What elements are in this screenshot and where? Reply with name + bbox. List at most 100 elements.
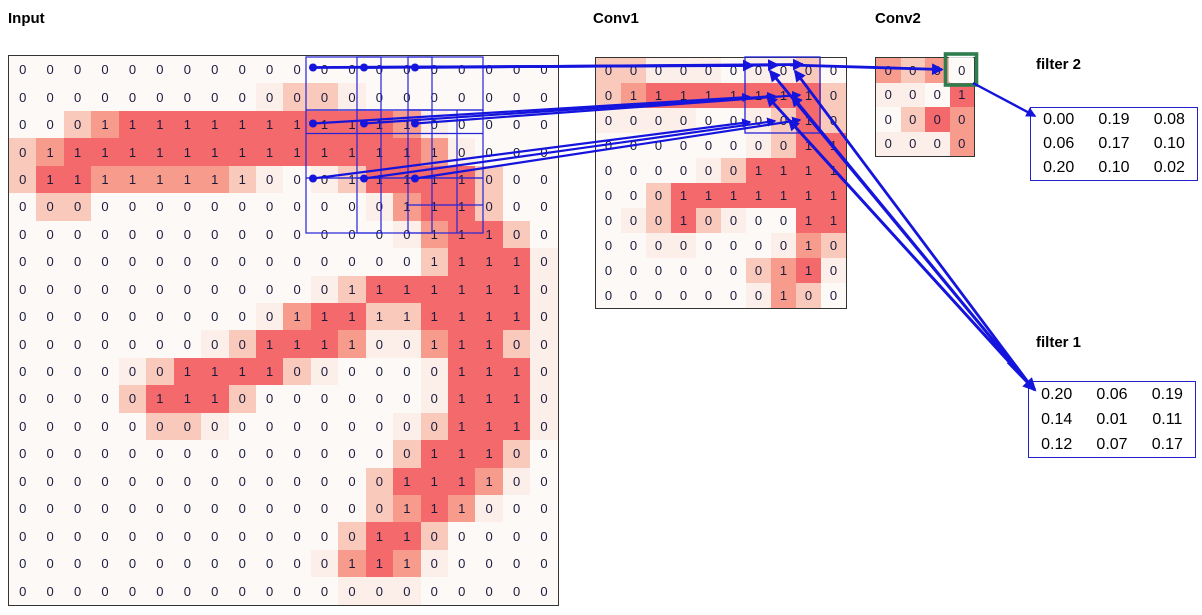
input-cell: 1 xyxy=(283,302,311,331)
conv1-cell: 1 xyxy=(796,158,821,183)
input-cell: 0 xyxy=(310,193,339,221)
input-cell: 0 xyxy=(146,412,174,441)
input-cell: 0 xyxy=(201,302,229,331)
filter2-value: 0.20 xyxy=(1043,159,1075,176)
conv2-cell: 0 xyxy=(876,131,901,156)
input-cell: 0 xyxy=(118,522,147,550)
conv1-cell: 1 xyxy=(796,133,821,158)
input-cell: 0 xyxy=(91,193,119,221)
conv1-cell: 0 xyxy=(596,208,621,233)
input-cell: 0 xyxy=(255,412,284,441)
input-cell: 0 xyxy=(36,220,64,249)
input-cell: 0 xyxy=(475,522,503,550)
conv1-cell: 1 xyxy=(771,158,796,183)
input-cell: 0 xyxy=(146,275,174,303)
input-cell: 0 xyxy=(173,549,202,578)
input-cell: 1 xyxy=(502,385,531,413)
input-cell: 0 xyxy=(9,330,37,358)
conv1-cell: 0 xyxy=(646,258,671,283)
conv1-cell: 0 xyxy=(796,283,821,308)
input-cell: 0 xyxy=(475,165,503,194)
input-cell: 1 xyxy=(475,275,503,303)
input-cell: 1 xyxy=(63,138,92,166)
conv2-cell: 0 xyxy=(876,107,901,132)
input-cell: 0 xyxy=(201,467,229,495)
conv1-cell: 1 xyxy=(771,83,796,108)
input-cell: 0 xyxy=(502,56,531,84)
input-cell: 0 xyxy=(63,522,92,550)
input-cell: 0 xyxy=(365,56,394,84)
input-cell: 0 xyxy=(338,577,366,605)
input-cell: 0 xyxy=(283,467,311,495)
input-cell: 1 xyxy=(365,522,394,550)
input-cell: 0 xyxy=(365,495,394,523)
conv1-cell: 0 xyxy=(771,58,796,83)
input-cell: 1 xyxy=(475,412,503,441)
conv1-cell: 1 xyxy=(771,258,796,283)
conv1-cell: 1 xyxy=(696,83,721,108)
input-cell: 1 xyxy=(338,110,366,139)
input-cell: 0 xyxy=(173,56,202,84)
input-cell: 0 xyxy=(91,495,119,523)
input-cell: 0 xyxy=(9,56,37,84)
input-cell: 1 xyxy=(201,110,229,139)
conv1-cell: 0 xyxy=(596,258,621,283)
input-cell: 1 xyxy=(502,302,531,331)
input-cell: 0 xyxy=(420,412,448,441)
conv2-cell: 0 xyxy=(900,82,925,107)
input-cell: 0 xyxy=(338,83,366,111)
input-cell: 0 xyxy=(9,248,37,276)
conv1-cell: 0 xyxy=(721,208,746,233)
conv1-cell: 0 xyxy=(621,208,646,233)
input-cell: 0 xyxy=(365,385,394,413)
conv1-cell: 0 xyxy=(671,133,696,158)
conv1-cell: 1 xyxy=(671,83,696,108)
input-cell: 0 xyxy=(283,385,311,413)
input-cell: 0 xyxy=(9,495,37,523)
input-cell: 0 xyxy=(475,549,503,578)
input-cell: 0 xyxy=(530,83,558,111)
conv1-cell: 0 xyxy=(696,133,721,158)
conv1-cell: 1 xyxy=(671,183,696,208)
input-cell: 0 xyxy=(63,330,92,358)
input-cell: 0 xyxy=(420,577,448,605)
input-cell: 0 xyxy=(530,138,558,166)
input-cell: 0 xyxy=(9,440,37,468)
input-cell: 0 xyxy=(530,302,558,331)
input-cell: 1 xyxy=(393,165,421,194)
conv1-cell: 0 xyxy=(621,108,646,133)
input-cell: 1 xyxy=(63,165,92,194)
conv2-cell: 0 xyxy=(900,107,925,132)
input-cell: 1 xyxy=(146,385,174,413)
conv2-cell: 0 xyxy=(949,131,974,156)
input-cell: 0 xyxy=(338,495,366,523)
input-cell: 0 xyxy=(118,248,147,276)
input-cell: 1 xyxy=(420,330,448,358)
input-cell: 0 xyxy=(228,467,256,495)
input-cell: 0 xyxy=(530,56,558,84)
input-cell: 0 xyxy=(448,110,476,139)
input-cell: 0 xyxy=(201,83,229,111)
input-cell: 0 xyxy=(146,440,174,468)
input-cell: 0 xyxy=(146,56,174,84)
filter1-value: 0.14 xyxy=(1041,410,1073,428)
input-cell: 0 xyxy=(228,220,256,249)
input-cell: 1 xyxy=(475,248,503,276)
conv1-cell: 0 xyxy=(696,233,721,258)
input-cell: 0 xyxy=(530,385,558,413)
input-cell: 1 xyxy=(201,165,229,194)
input-cell: 0 xyxy=(502,577,531,605)
input-cell: 0 xyxy=(228,549,256,578)
input-cell: 0 xyxy=(448,549,476,578)
input-cell: 0 xyxy=(530,440,558,468)
conv1-cell: 0 xyxy=(696,208,721,233)
input-cell: 0 xyxy=(9,165,37,194)
conv1-cell: 0 xyxy=(721,233,746,258)
input-cell: 0 xyxy=(393,56,421,84)
input-cell: 0 xyxy=(338,220,366,249)
input-cell: 0 xyxy=(338,248,366,276)
input-cell: 0 xyxy=(91,56,119,84)
conv1-cell: 0 xyxy=(771,108,796,133)
conv1-cell: 1 xyxy=(771,283,796,308)
filter1-value: 0.20 xyxy=(1041,385,1073,403)
